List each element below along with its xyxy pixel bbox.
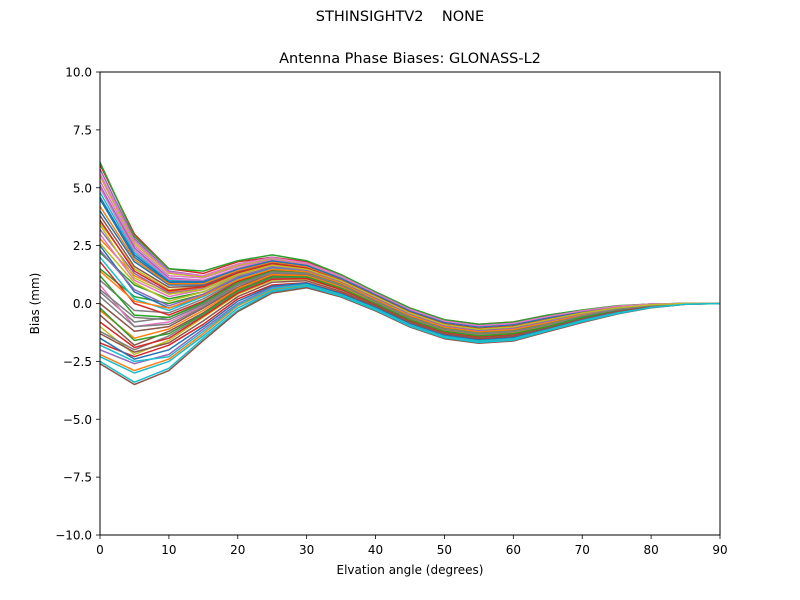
x-axis: 0 10 20 30 40 50 60 70 80 90: [96, 535, 728, 557]
y-tick-label: 10.0: [65, 66, 92, 80]
x-tick-label: 90: [712, 543, 727, 557]
x-tick-label: 20: [230, 543, 245, 557]
x-tick-label: 50: [437, 543, 452, 557]
y-tick-label: 2.5: [73, 239, 92, 253]
series-line-48: [99, 271, 720, 335]
x-tick-label: 60: [506, 543, 521, 557]
series-lines: [99, 161, 721, 386]
x-tick-label: 80: [643, 543, 658, 557]
series-line-46: [99, 280, 721, 353]
chart-title: Antenna Phase Biases: GLONASS-L2: [279, 51, 541, 67]
y-axis-label: Bias (mm): [28, 273, 42, 335]
x-tick-label: 30: [299, 543, 314, 557]
y-tick-label: 7.5: [73, 123, 92, 137]
series-line-5: [99, 168, 720, 327]
x-tick-label: 10: [161, 543, 176, 557]
y-tick-label: 0.0: [73, 297, 92, 311]
y-tick-label: −5.0: [63, 413, 92, 427]
y-tick-label: −10.0: [55, 529, 92, 543]
series-line-50: [99, 285, 721, 374]
y-tick-label: −2.5: [63, 355, 92, 369]
y-tick-label: −7.5: [63, 471, 92, 485]
series-line-49: [99, 224, 720, 330]
series-line-47: [99, 173, 720, 327]
y-tick-label: 5.0: [73, 181, 92, 195]
y-axis: −10.0 −7.5 −5.0 −2.5 0.0 2.5 5.0 7.5 10.0: [55, 66, 100, 543]
x-tick-label: 40: [368, 543, 383, 557]
series-line-43: [99, 276, 720, 342]
figure-suptitle: STHINSIGHTV2 NONE: [315, 9, 485, 25]
x-axis-label: Elvation angle (degrees): [337, 563, 484, 577]
x-tick-label: 70: [575, 543, 590, 557]
x-tick-label: 0: [96, 543, 104, 557]
